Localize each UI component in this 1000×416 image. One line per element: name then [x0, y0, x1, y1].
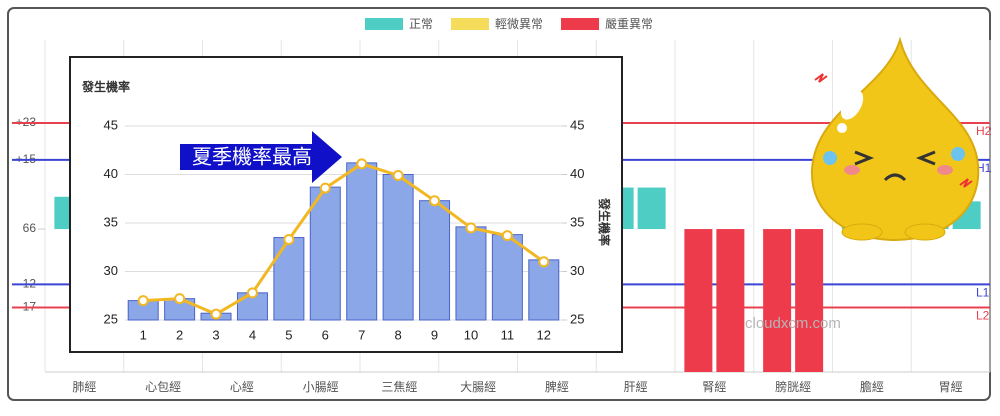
- x-tick-label: 腎經: [702, 380, 726, 394]
- y-tick-label: 40: [104, 166, 118, 181]
- legend-swatch: [561, 18, 600, 30]
- x-tick-label: 肺經: [72, 380, 96, 394]
- line-point: [319, 182, 331, 194]
- y-tick-label: 45: [104, 117, 118, 132]
- bar: [763, 229, 792, 372]
- annotation-arrow: [180, 131, 342, 183]
- y2-tick-label: 35: [570, 214, 584, 229]
- legend-label: 嚴重異常: [605, 17, 653, 31]
- line-point: [356, 158, 368, 170]
- x-tick-label: 3: [212, 327, 219, 342]
- x-tick-label: 1: [140, 327, 147, 342]
- x-tick-label: 肝經: [624, 380, 648, 394]
- x-tick-label: 膽經: [860, 379, 884, 394]
- x-tick-label: 2: [176, 327, 183, 342]
- bar: [346, 162, 378, 321]
- bar: [528, 259, 560, 321]
- bar: [419, 200, 451, 321]
- watermark: cloudxcm.com: [745, 315, 841, 332]
- bar: [382, 174, 414, 321]
- legend-label: 輕微異常: [495, 17, 543, 31]
- y2-tick-label: 40: [570, 166, 584, 181]
- line: [143, 162, 545, 316]
- x-tick-label: 11: [501, 327, 515, 342]
- x-tick-label: 12: [537, 327, 551, 342]
- bar: [455, 226, 487, 321]
- x-tick-label: 三焦經: [381, 380, 417, 394]
- x-tick-label: 心包經: [145, 380, 181, 394]
- bar: [637, 187, 666, 230]
- legend-swatch: [365, 18, 403, 30]
- annotation: 夏季機率最高: [192, 145, 312, 168]
- x-tick-label: 8: [395, 327, 402, 342]
- legend-swatch: [451, 18, 490, 30]
- y2-tick-label: 25: [570, 311, 584, 326]
- line-point: [246, 287, 258, 299]
- x-tick-label: 9: [431, 327, 438, 342]
- bar: [309, 186, 341, 321]
- bar: [716, 229, 745, 372]
- y2-axis-label: 發生機率: [597, 197, 612, 246]
- line-point: [283, 233, 295, 245]
- bar: [795, 229, 824, 372]
- line-point: [465, 222, 477, 234]
- x-tick-label: 4: [249, 327, 256, 342]
- x-tick-label: 膀胱經: [775, 379, 811, 394]
- reference-label: L2: [976, 309, 990, 323]
- mascot: [810, 36, 980, 242]
- x-tick-label: 6: [322, 327, 329, 342]
- y2-tick-label: 30: [570, 263, 584, 278]
- x-tick-label: 小腸經: [303, 380, 339, 394]
- y-tick-label: 25: [104, 311, 118, 326]
- x-tick-label: 大腸經: [460, 380, 496, 394]
- line-point: [210, 308, 222, 320]
- line-point: [538, 256, 550, 268]
- legend-label: 正常: [409, 17, 433, 31]
- line-point: [137, 295, 149, 307]
- y-tick-label: 30: [104, 263, 118, 278]
- reference-label: L1: [976, 286, 990, 300]
- x-tick-label: 5: [285, 327, 292, 342]
- x-tick-label: 脾經: [545, 379, 569, 394]
- y2-tick-label: 45: [570, 117, 584, 132]
- reference-label: H1: [976, 161, 992, 175]
- x-tick-label: 心經: [230, 380, 254, 394]
- line-point: [501, 230, 513, 242]
- x-tick-label: 胃經: [939, 380, 963, 394]
- bar: [491, 234, 523, 321]
- line-point: [429, 195, 441, 207]
- bar: [684, 229, 713, 372]
- bar: [273, 237, 305, 321]
- x-tick-label: 10: [464, 327, 478, 342]
- line-point: [174, 293, 186, 305]
- reference-label: H2: [976, 124, 992, 138]
- line-point: [392, 169, 404, 181]
- x-tick-label: 7: [358, 327, 365, 342]
- y-tick-label: 35: [104, 214, 118, 229]
- y-axis-label: 發生機率: [81, 79, 130, 94]
- y-tick-label: 66: [23, 221, 37, 235]
